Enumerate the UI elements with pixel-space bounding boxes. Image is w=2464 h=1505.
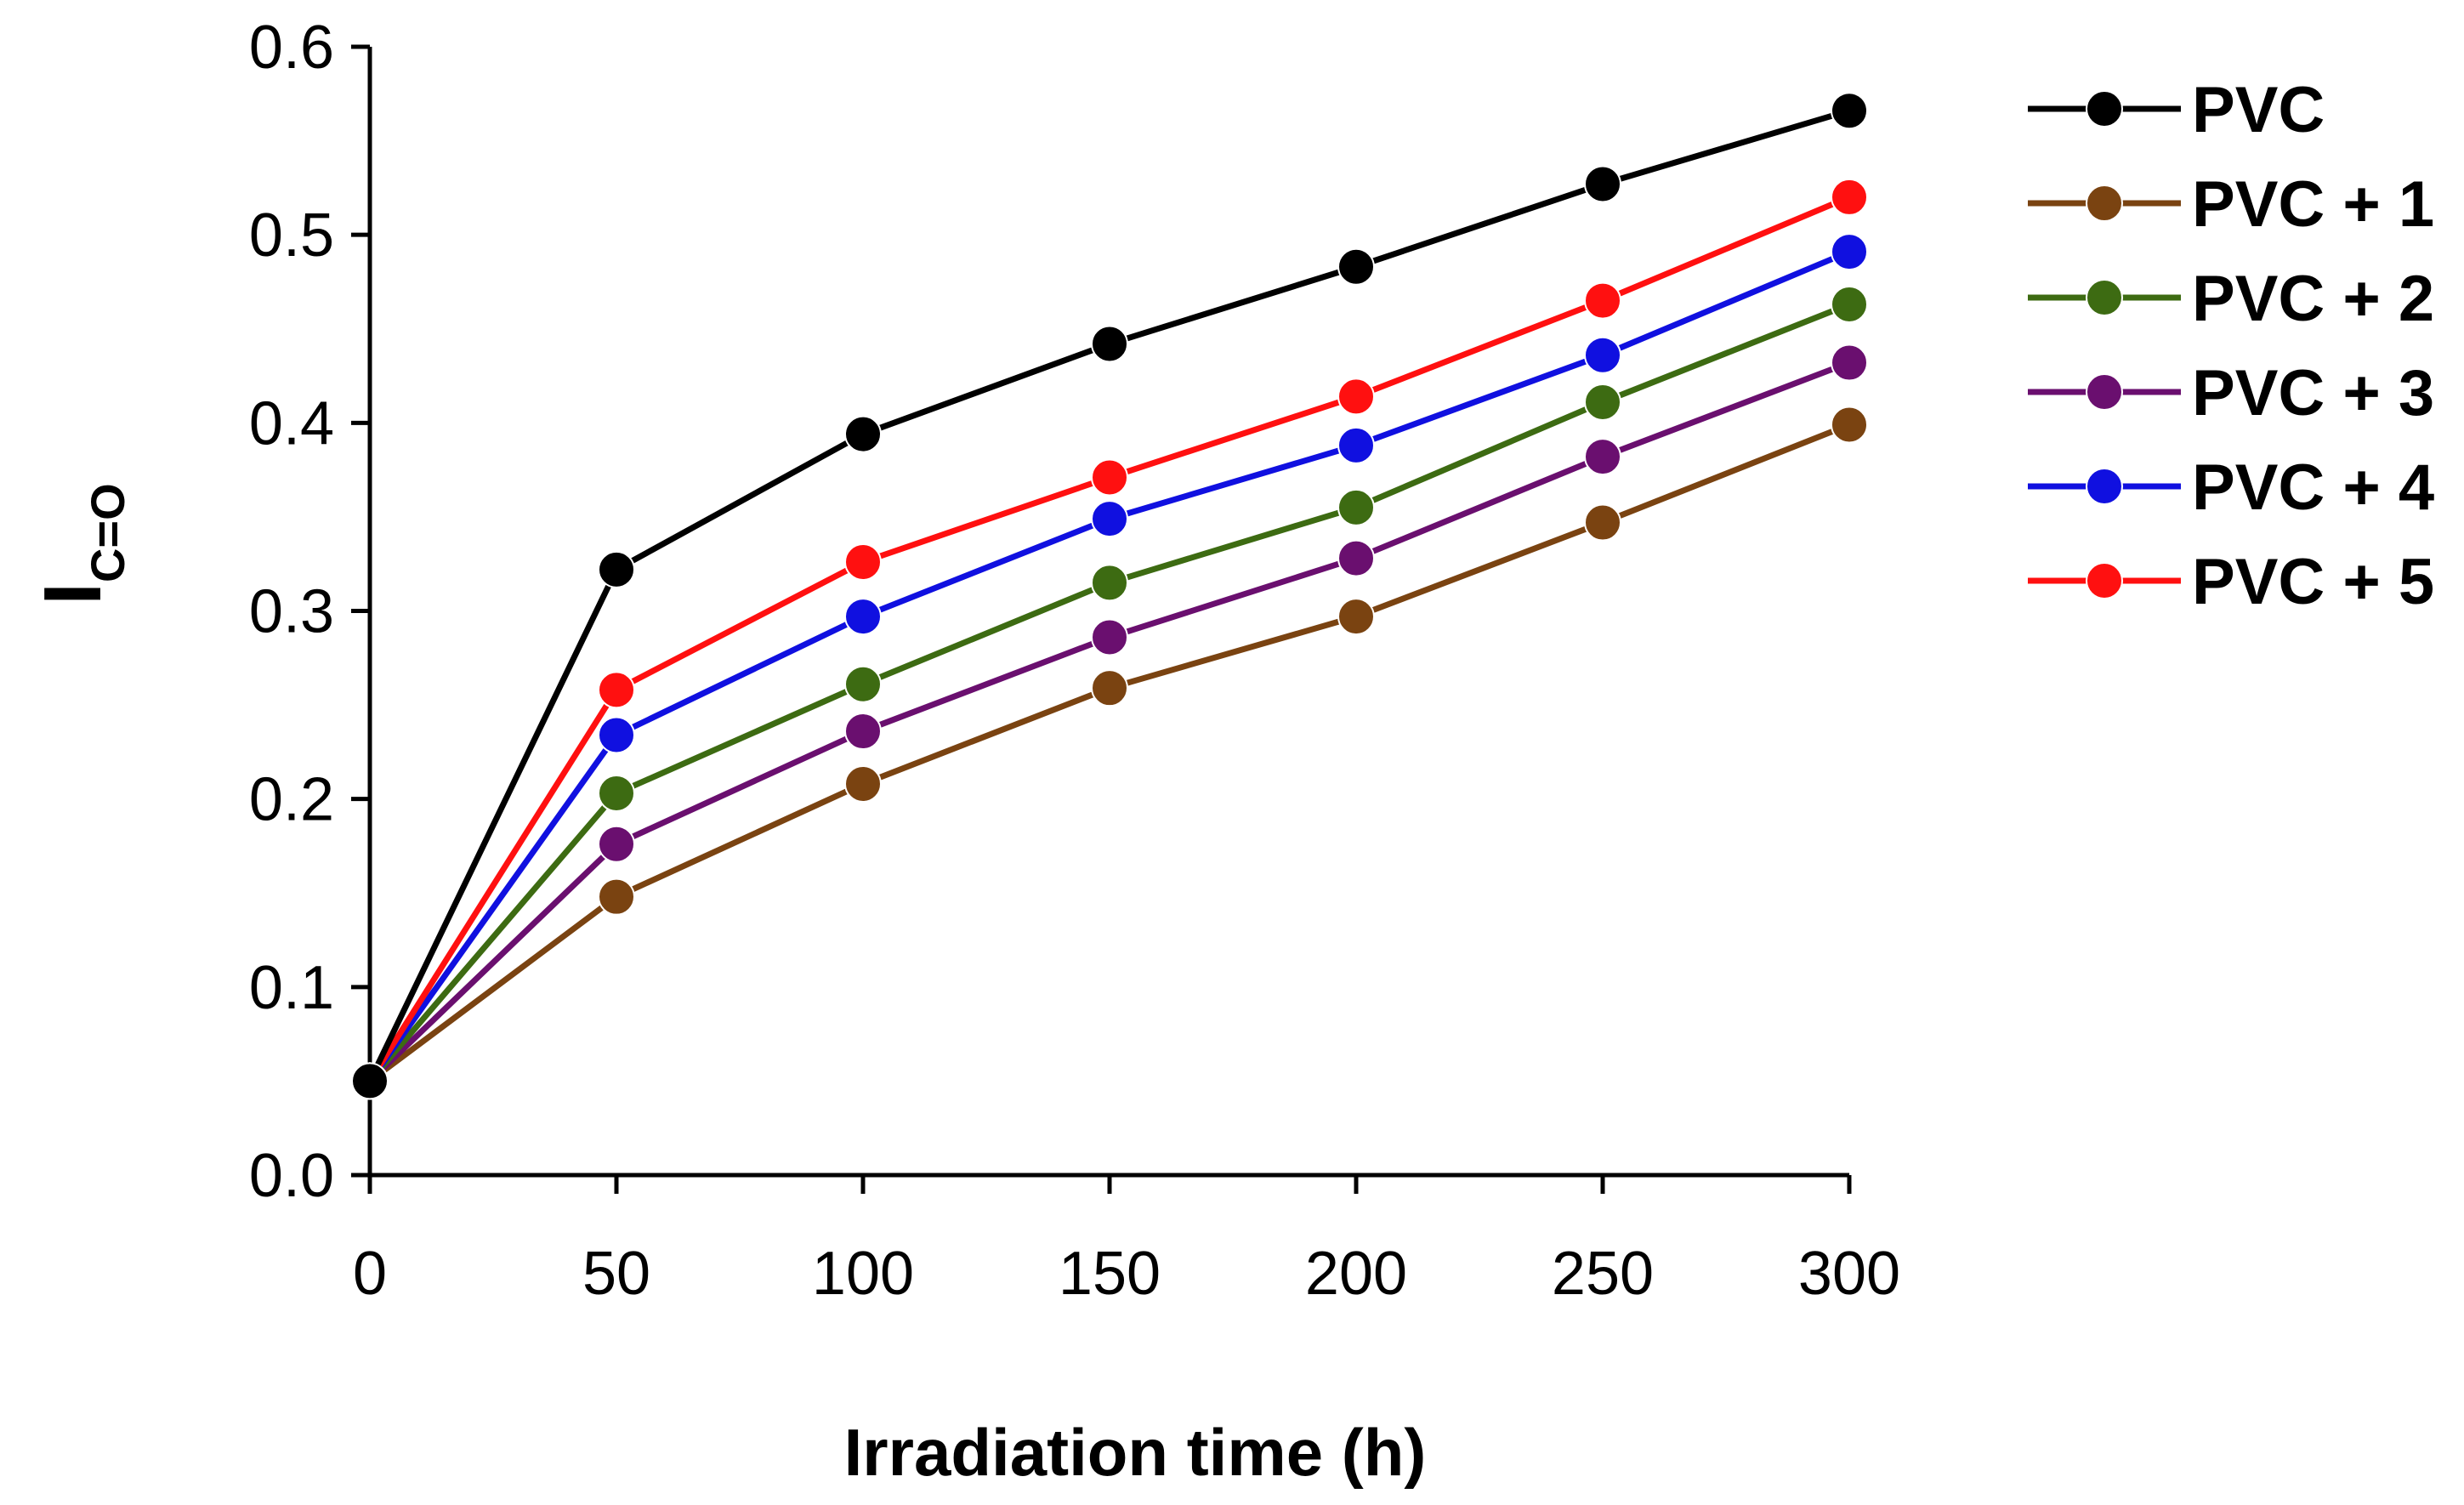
data-point (598, 550, 635, 588)
data-point (1091, 618, 1128, 656)
data-point (1831, 406, 1868, 444)
data-point (1337, 539, 1375, 577)
legend-label: PVC + 1 (2192, 168, 2434, 241)
x-tick-label: 50 (582, 1240, 650, 1308)
data-point (1584, 438, 1621, 476)
data-point (598, 825, 635, 863)
y-axis-title-subscript: C=O (81, 483, 134, 582)
x-tick-label: 300 (1798, 1240, 1900, 1308)
legend-marker (2086, 90, 2123, 128)
y-tick-label: 0.6 (249, 14, 334, 82)
legend-marker (2086, 562, 2123, 599)
legend-label: PVC + 5 (2192, 546, 2434, 618)
legend-entry: PVC + 3 (2028, 357, 2434, 429)
x-tick-label: 0 (353, 1240, 387, 1308)
legend-entry: PVC + 1 (2028, 168, 2434, 241)
x-tick-label: 250 (1552, 1240, 1654, 1308)
y-tick-label: 0.2 (249, 766, 334, 834)
data-point (1584, 165, 1621, 203)
data-point (844, 415, 882, 453)
legend-label: PVC + 4 (2192, 452, 2434, 524)
x-tick-label: 200 (1305, 1240, 1407, 1308)
data-point (1337, 488, 1375, 526)
legend-marker (2086, 373, 2123, 411)
legend-entry: PVC (2028, 74, 2325, 146)
legend-marker (2086, 185, 2123, 222)
data-point (844, 665, 882, 703)
y-tick-label: 0.3 (249, 578, 334, 646)
data-point (598, 716, 635, 754)
data-point (844, 713, 882, 751)
series-line-pvc-4 (367, 248, 1851, 1083)
legend-marker (2086, 279, 2123, 316)
x-axis-ticks: 0 50 100 150 200 250 300 (353, 1175, 1900, 1308)
legend: PVC PVC + 1 PVC + 2 PVC + 3 PVC + 4 PVC + 5 (2028, 74, 2434, 618)
legend-entry: PVC + 4 (2028, 452, 2434, 524)
legend-entry: PVC + 5 (2028, 546, 2434, 618)
data-point (1584, 281, 1621, 320)
legend-label: PVC + 3 (2192, 357, 2434, 429)
data-point (844, 598, 882, 636)
data-point (1337, 378, 1375, 416)
data-point (1091, 669, 1128, 707)
y-axis-title: IC=O (27, 483, 134, 605)
data-point (1337, 598, 1375, 636)
data-point (598, 671, 635, 709)
y-axis-title-main: I (27, 582, 118, 605)
series-layer (351, 92, 1868, 1100)
series-pvc-4 (351, 233, 1868, 1100)
legend-entry: PVC + 2 (2028, 263, 2434, 335)
data-point (351, 1062, 389, 1100)
series-pvc-2 (351, 285, 1868, 1100)
y-tick-label: 0.0 (249, 1142, 334, 1210)
series-pvc (351, 92, 1868, 1100)
axes (367, 47, 1849, 1178)
y-axis-ticks: 0.0 0.1 0.2 0.3 0.4 0.5 0.6 (249, 14, 370, 1210)
data-point (844, 764, 882, 803)
data-point (1091, 458, 1128, 497)
data-point (1831, 92, 1868, 130)
data-point (1584, 383, 1621, 422)
data-point (1337, 247, 1375, 286)
series-pvc-3 (351, 344, 1868, 1100)
data-point (1831, 233, 1868, 271)
y-tick-label: 0.1 (249, 954, 334, 1022)
data-point (1091, 564, 1128, 602)
y-tick-label: 0.5 (249, 202, 334, 270)
data-point (844, 542, 882, 581)
x-tick-label: 150 (1059, 1240, 1161, 1308)
x-axis-title: Irradiation time (h) (844, 1415, 1427, 1490)
data-point (598, 775, 635, 813)
data-point (1091, 500, 1128, 538)
legend-label: PVC (2192, 74, 2325, 146)
legend-label: PVC + 2 (2192, 263, 2434, 335)
y-tick-label: 0.4 (249, 389, 334, 457)
x-tick-label: 100 (812, 1240, 914, 1308)
data-point (1831, 344, 1868, 382)
data-point (1831, 178, 1868, 216)
data-point (1584, 336, 1621, 374)
data-point (1337, 426, 1375, 464)
data-point (598, 877, 635, 916)
data-point (1584, 503, 1621, 542)
legend-marker (2086, 468, 2123, 505)
svg-text:IC=O: IC=O (27, 483, 134, 605)
data-point (1831, 285, 1868, 323)
data-point (1091, 325, 1128, 363)
